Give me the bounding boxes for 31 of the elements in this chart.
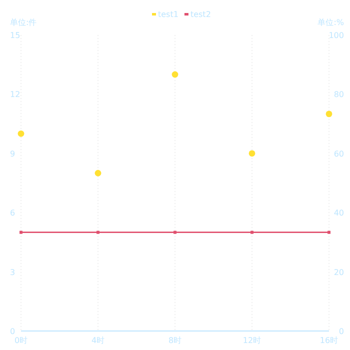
x-tick-label: 16时 [320, 336, 338, 345]
y2-tick-label: 40 [334, 208, 344, 218]
point [326, 110, 332, 118]
x-tick-label: 0时 [14, 336, 28, 345]
legend-label: test2 [190, 10, 211, 19]
point [18, 130, 24, 137]
point [174, 230, 176, 234]
point [248, 150, 256, 157]
point [328, 230, 330, 234]
y2-axis-title: 单位:% [318, 18, 344, 27]
y-axis-title: 单位:件 [10, 18, 37, 27]
y2-tick-label: 20 [334, 268, 344, 277]
y2-tick-label: 100 [328, 31, 344, 40]
point [94, 170, 102, 176]
y-tick-label: 6 [10, 208, 16, 218]
x-tick-label: 8时 [168, 336, 182, 345]
y-tick-label: 0 [10, 327, 16, 336]
x-tick-label: 12时 [242, 336, 262, 345]
y-tick-label: 12 [10, 90, 20, 100]
x-tick-label: 4时 [91, 336, 105, 345]
y2-tick-label: 0 [338, 327, 344, 336]
y-tick-label: 3 [10, 268, 16, 277]
point [250, 230, 254, 234]
y-tick-label: 15 [10, 31, 20, 40]
y2-tick-label: 80 [334, 90, 344, 100]
point [172, 71, 178, 78]
point [96, 230, 100, 234]
y2-tick-label: 60 [334, 149, 344, 158]
point [20, 230, 22, 234]
y-tick-label: 9 [10, 149, 16, 158]
legend-label: test1 [158, 10, 178, 19]
